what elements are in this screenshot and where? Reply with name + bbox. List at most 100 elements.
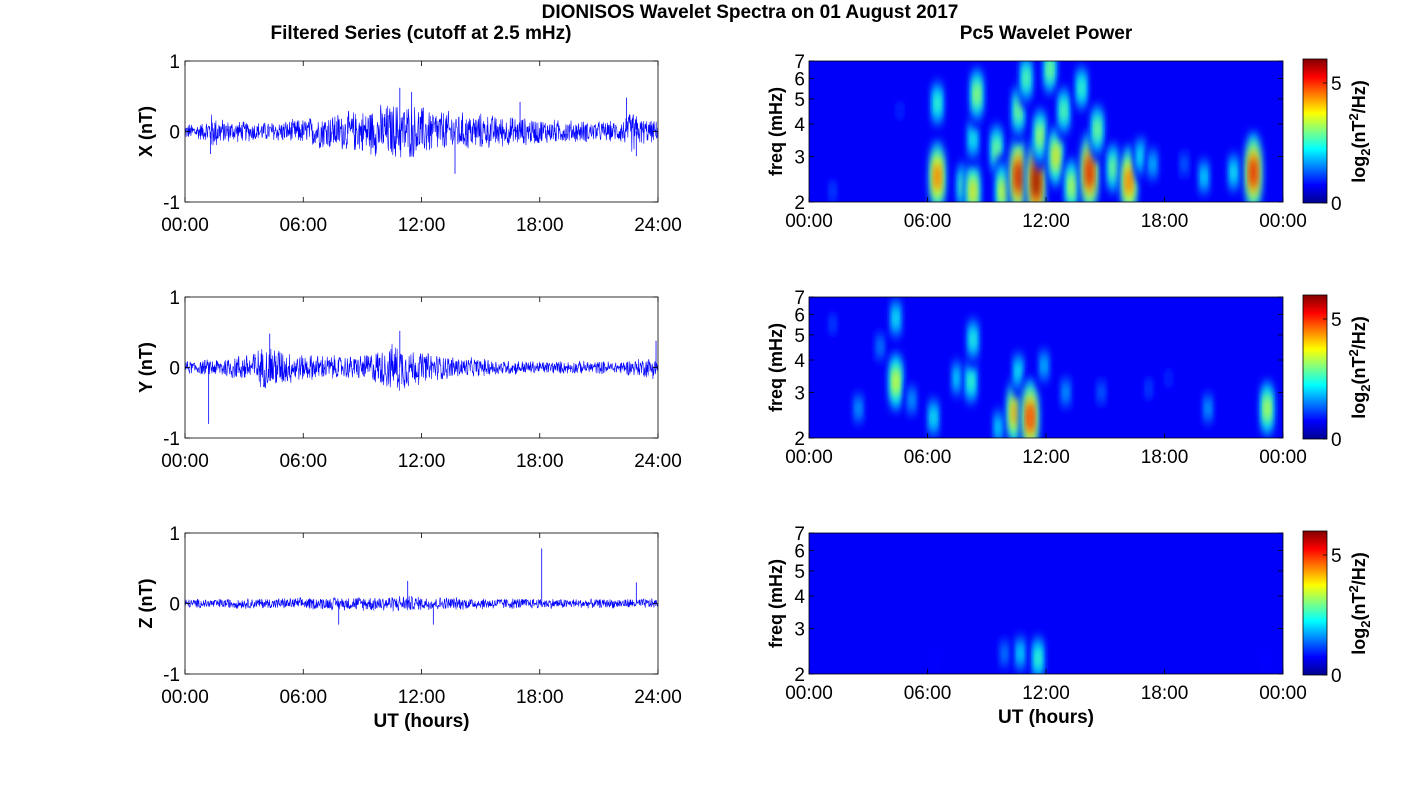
colorbar-label: log2(nT2/Hz) [1346,552,1373,654]
power-blob [970,330,976,349]
x-tick-label: 18:00 [516,451,564,472]
x-axis-label: UT (hours) [998,707,1094,728]
y-tick-label: 3 [794,619,805,640]
power-blobs [827,297,1276,438]
power-blob [955,370,960,387]
power-blob [1202,168,1206,185]
x-tick-label: 00:00 [785,211,833,232]
x-tick-label: 06:00 [904,683,952,704]
colorbar-label: log2(nT2/Hz) [1346,316,1373,418]
y-axis-label: Z (nT) [136,579,156,629]
colorbar-tick-label: 0 [1331,194,1342,215]
power-blob [831,185,835,197]
y-tick-label: 0 [169,595,180,616]
power-blob [935,94,940,113]
colorbar-tick-label: 5 [1331,74,1342,95]
y-axis-label: freq (mHz) [766,559,786,648]
signal-trace [184,595,659,612]
power-blob [1016,363,1021,381]
y-tick-label: 5 [794,326,805,347]
power-blob [1086,157,1093,188]
y-tick-label: 2 [794,193,805,214]
power-blob [1263,653,1267,664]
time-series-panel-1: 1 0 -100:00 06:00 12:00 18:00 24:00 X (nT) [136,52,682,236]
power-blob [1250,157,1257,188]
power-blob [970,130,976,148]
power-blob [1015,161,1022,193]
x-tick-label: 00:00 [785,683,833,704]
power-blob [1069,175,1075,198]
power-blob [968,372,974,391]
y-tick-label: 6 [794,69,805,90]
power-blob [1032,164,1040,198]
x-tick-label: 06:00 [279,451,327,472]
y-tick-label: 2 [794,665,805,686]
x-tick-label: 18:00 [1141,447,1189,468]
power-blob [1079,78,1084,98]
figure-title: DIONISOS Wavelet Spectra on 01 August 20… [542,2,959,23]
x-tick-label: 18:00 [516,215,564,236]
power-blob [1035,648,1041,668]
y-tick-label: 1 [169,52,180,73]
power-blob [1018,645,1023,662]
power-blobs [827,61,1264,202]
y-tick-label: 7 [794,288,805,309]
y-axis-label: freq (mHz) [766,323,786,412]
colorbar-tick-label: 5 [1331,546,1342,567]
power-blob [1053,144,1059,169]
y-tick-label: 0 [169,123,180,144]
power-blob [898,105,902,116]
power-blob [931,409,936,426]
power-blob [1002,646,1007,661]
x-tick-label: 12:00 [398,687,446,708]
colorbar-tick-label: 0 [1331,666,1342,687]
x-tick-label: 18:00 [1141,683,1189,704]
right-column-title: Pc5 Wavelet Power [960,23,1133,44]
x-tick-label: 12:00 [398,215,446,236]
y-tick-label: -1 [163,665,180,686]
power-blob [1126,167,1132,196]
power-blob [994,138,999,160]
y-tick-label: 5 [794,562,805,583]
power-blob [891,607,901,635]
y-axis-label: Y (nT) [136,342,156,393]
colorbar-label: log2(nT2/Hz) [1346,80,1373,182]
power-blob [1231,164,1236,181]
colorbar-tick-label: 5 [1331,310,1342,331]
power-blob [1206,401,1210,416]
y-tick-label: 4 [794,587,805,608]
x-tick-label: 12:00 [398,451,446,472]
x-tick-label: 00:00 [161,215,209,236]
y-tick-label: -1 [163,193,180,214]
colorbar-gradient [1302,530,1328,676]
x-tick-label: 06:00 [904,447,952,468]
power-blob [1061,100,1067,121]
power-blob [1047,61,1053,80]
power-blob [1063,385,1068,400]
x-tick-label: 24:00 [634,451,682,472]
x-tick-label: 06:00 [904,211,952,232]
power-blobs [891,603,1271,674]
x-tick-label: 00:00 [161,687,209,708]
y-tick-label: 3 [794,147,805,168]
x-tick-label: 24:00 [634,687,682,708]
colorbar-tick-label: 0 [1331,430,1342,451]
x-axis-label: UT (hours) [373,711,469,732]
x-tick-label: 00:00 [1259,447,1307,468]
power-blob [934,163,941,191]
y-tick-label: 7 [794,52,805,73]
power-blob [1264,397,1270,420]
y-tick-label: 5 [794,90,805,111]
x-tick-label: 12:00 [1022,683,1070,704]
x-tick-label: 06:00 [279,215,327,236]
x-tick-label: 00:00 [785,447,833,468]
power-blob [1011,399,1018,426]
y-tick-label: 2 [794,429,805,450]
power-blob [1042,358,1046,374]
panels: 10-100:00 06:00 12:00 18:00 24:00X (nT)10-10… [136,52,1373,732]
power-blob [1150,156,1155,172]
